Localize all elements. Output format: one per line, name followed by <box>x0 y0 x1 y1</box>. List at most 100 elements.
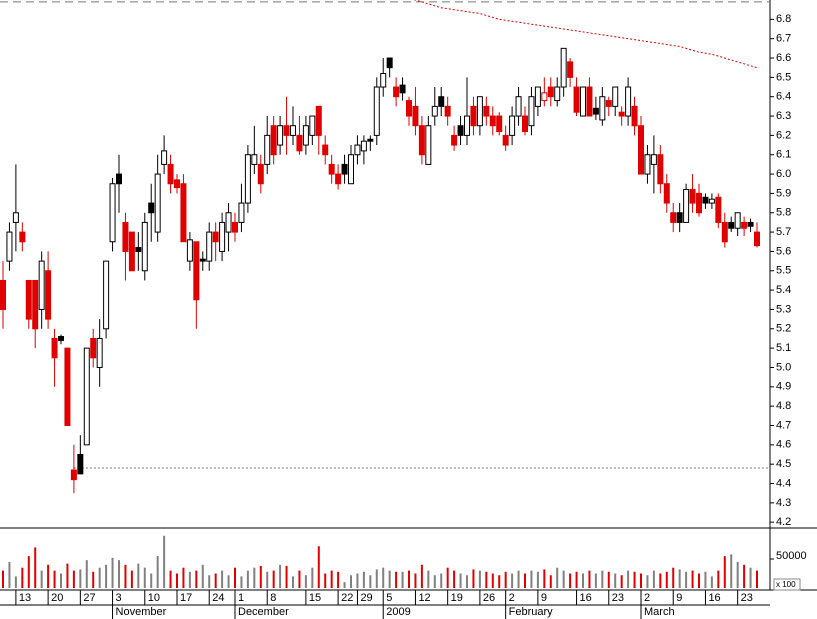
volume-bar <box>607 571 610 588</box>
volume-bar <box>98 567 101 588</box>
volume-bar <box>459 573 462 588</box>
volume-bar <box>549 575 552 588</box>
candle-body <box>283 125 290 136</box>
volume-bar <box>575 571 578 588</box>
volume-bar <box>27 556 30 588</box>
volume-bar <box>34 547 37 588</box>
volume-bar <box>427 570 430 588</box>
volume-bar <box>356 573 359 588</box>
candle-body <box>38 260 45 310</box>
candle-body <box>496 115 503 133</box>
candle-body <box>386 57 393 69</box>
volume-bar <box>47 564 50 588</box>
candle-body <box>663 183 670 204</box>
candle-body <box>734 212 741 229</box>
candle-body <box>380 72 387 88</box>
y-tick-label: 5.8 <box>776 207 791 219</box>
candle-body <box>509 115 516 136</box>
volume-bar <box>517 570 520 588</box>
volume-bar <box>118 560 120 588</box>
candle-body <box>186 239 193 262</box>
volume-bar <box>60 573 62 588</box>
candle-body <box>683 189 690 223</box>
volume-bar <box>401 571 404 588</box>
candle-body <box>489 115 496 127</box>
candle-body <box>728 221 735 229</box>
candle-body <box>754 231 760 247</box>
y-tick-label: 6.8 <box>776 13 791 25</box>
y-tick-label: 4.8 <box>776 400 791 412</box>
candle-body <box>348 154 354 185</box>
volume-bar <box>40 570 43 588</box>
y-tick-label: 5.5 <box>776 265 791 277</box>
x-tick-label: 15 <box>309 592 321 604</box>
month-label: November <box>116 606 167 618</box>
candle-body <box>715 196 722 223</box>
candle-body <box>116 173 122 185</box>
x-tick-label: 8 <box>270 592 276 604</box>
volume-bar <box>691 570 694 588</box>
candle-body <box>721 221 728 243</box>
x-tick-label: 9 <box>676 592 682 604</box>
x-tick-label: 24 <box>212 592 224 604</box>
candle-body <box>193 241 200 301</box>
y-tick-label: 6.3 <box>776 110 791 122</box>
candle-body <box>515 96 522 117</box>
volume-bar <box>601 570 604 588</box>
y-tick-label: 4.6 <box>776 439 791 451</box>
volume-bar <box>137 563 140 588</box>
y-tick-label: 5.6 <box>776 245 791 257</box>
candle-body <box>141 221 148 272</box>
x-tick-label: 16 <box>708 592 720 604</box>
candle-body <box>232 221 238 233</box>
month-label: March <box>644 606 675 618</box>
volume-bar <box>756 570 758 588</box>
volume-bar <box>511 573 514 588</box>
candle-body <box>470 105 477 127</box>
volume-bar <box>130 570 133 588</box>
candle-body <box>418 125 425 156</box>
candle-body <box>77 454 84 475</box>
moving-average <box>413 0 758 69</box>
candle-body <box>103 260 110 330</box>
candle-body <box>12 212 19 223</box>
volume-bar <box>279 564 282 588</box>
volume-bar <box>259 565 262 588</box>
volume-bar <box>498 575 501 588</box>
x-tick-label: 27 <box>83 592 95 604</box>
volume-bar <box>176 573 178 588</box>
volume-bar <box>504 571 507 588</box>
x-tick-label: 2 <box>509 592 515 604</box>
month-label: 2009 <box>386 606 410 618</box>
volume-bar <box>685 571 688 588</box>
candle-body <box>547 86 554 98</box>
candle-body <box>567 61 574 78</box>
volume-bar <box>343 582 346 588</box>
candle-body <box>199 258 206 262</box>
candle-body <box>618 111 625 117</box>
volume-bar <box>292 576 294 588</box>
volume-bar <box>124 564 127 588</box>
y-tick-label: 6.0 <box>776 168 791 180</box>
volume-bar <box>324 573 327 588</box>
volume-bar <box>414 573 417 588</box>
candle-body <box>122 221 129 252</box>
volume-bar <box>652 570 655 588</box>
candle-body <box>747 221 754 227</box>
candle-body <box>335 173 342 185</box>
candle-body <box>302 125 309 146</box>
candle-body <box>315 105 322 136</box>
y-tick-label: 5.0 <box>776 361 791 373</box>
volume-bar <box>253 567 256 588</box>
x-tick-label: 29 <box>360 592 372 604</box>
candle-body <box>625 86 632 117</box>
volume-bar <box>485 571 488 588</box>
candle-body <box>174 179 180 189</box>
volume-bar <box>588 570 591 588</box>
candle-body <box>219 221 226 252</box>
volume-bar <box>562 570 565 588</box>
volume-bar <box>14 576 17 588</box>
volume-bar <box>362 571 365 588</box>
candle-body <box>322 144 329 156</box>
